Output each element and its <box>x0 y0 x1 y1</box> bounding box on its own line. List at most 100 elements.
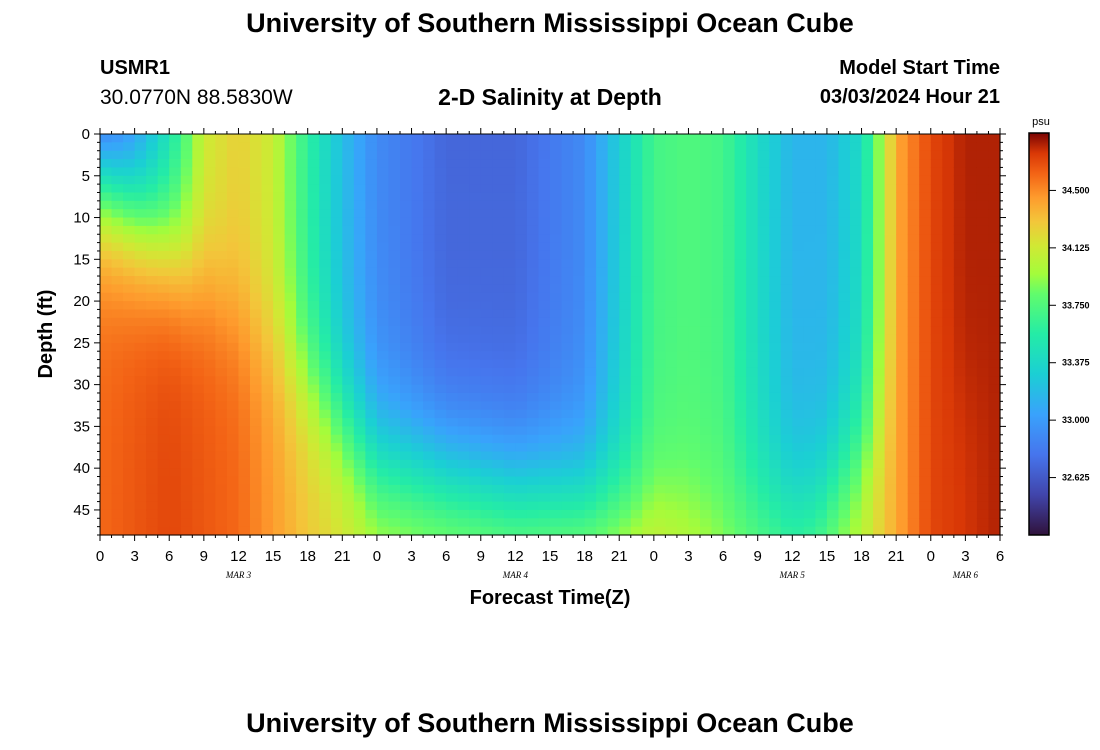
heatmap-cell <box>873 242 886 252</box>
heatmap-cell <box>203 426 216 436</box>
heatmap-cell <box>873 276 886 285</box>
heatmap-cell <box>976 334 990 344</box>
heatmap-cell <box>296 392 309 402</box>
heatmap-cell <box>676 376 690 386</box>
heatmap-cell <box>930 175 943 185</box>
heatmap-cell <box>261 150 274 160</box>
heatmap-cell <box>596 493 609 503</box>
heatmap-cell <box>353 225 366 235</box>
heatmap-cell <box>965 159 978 169</box>
heatmap-cell <box>700 292 713 302</box>
heatmap-cell <box>630 509 643 519</box>
heatmap-cell <box>434 351 447 361</box>
heatmap-cell <box>296 234 309 244</box>
heatmap-cell <box>273 501 286 511</box>
heatmap-cell <box>815 384 828 394</box>
heatmap-cell <box>596 351 609 361</box>
heatmap-cell <box>550 334 563 344</box>
heatmap-cell <box>907 301 920 311</box>
heatmap-cell <box>607 150 620 160</box>
heatmap-cell <box>850 468 863 478</box>
heatmap-cell <box>434 242 447 252</box>
heatmap-cell <box>826 351 840 361</box>
heatmap-cell <box>261 142 274 152</box>
x-tick-label: 9 <box>754 548 762 565</box>
heatmap-cell <box>919 426 932 436</box>
heatmap-cell <box>976 409 990 419</box>
heatmap-cell <box>146 401 159 411</box>
heatmap-cell <box>146 242 159 252</box>
heatmap-cell <box>526 326 540 336</box>
heatmap-cell <box>711 134 724 143</box>
heatmap-cell <box>411 526 424 536</box>
heatmap-cell <box>976 276 990 285</box>
heatmap-cell <box>965 376 978 386</box>
heatmap-cell <box>619 392 632 402</box>
heatmap-cell <box>492 468 505 478</box>
heatmap-cell <box>653 250 666 260</box>
heatmap-cell <box>515 367 528 377</box>
heatmap-cell <box>192 159 205 169</box>
heatmap-cell <box>250 476 263 486</box>
heatmap-cell <box>376 259 390 269</box>
heatmap-cell <box>388 392 401 402</box>
heatmap-cell <box>815 200 828 210</box>
heatmap-cell <box>250 434 263 444</box>
heatmap-cell <box>746 259 759 269</box>
heatmap-cell <box>965 418 978 427</box>
heatmap-cell <box>526 351 540 361</box>
heatmap-cell <box>123 359 136 369</box>
heatmap-cell <box>515 426 528 436</box>
heatmap-cell <box>261 175 274 185</box>
heatmap-cell <box>400 284 413 294</box>
heatmap-cell <box>757 359 770 369</box>
heatmap-cell <box>792 259 805 269</box>
heatmap-cell <box>376 134 390 143</box>
heatmap-cell <box>907 209 920 219</box>
heatmap-cell <box>688 443 701 453</box>
heatmap-cell <box>388 342 401 352</box>
heatmap-cell <box>953 376 966 386</box>
heatmap-cell <box>711 242 724 252</box>
heatmap-cell <box>700 167 713 177</box>
heatmap-cell <box>226 476 240 486</box>
heatmap-cell <box>515 443 528 453</box>
heatmap-cell <box>526 359 540 369</box>
heatmap-cell <box>319 184 332 194</box>
heatmap-cell <box>203 476 216 486</box>
heatmap-cell <box>446 468 459 478</box>
heatmap-cell <box>353 184 366 194</box>
heatmap-cell <box>376 301 390 311</box>
heatmap-cell <box>469 150 482 160</box>
heatmap-cell <box>815 301 828 311</box>
heatmap-cell <box>342 292 355 302</box>
heatmap-cell <box>919 200 932 210</box>
heatmap-cell <box>953 443 966 453</box>
heatmap-cell <box>769 184 782 194</box>
heatmap-cell <box>134 418 147 427</box>
heatmap-cell <box>723 317 736 327</box>
heatmap-cell <box>503 225 516 235</box>
heatmap-cell <box>330 134 343 143</box>
heatmap-cell <box>619 409 632 419</box>
heatmap-cell <box>734 175 747 185</box>
heatmap-cell <box>561 250 574 260</box>
heatmap-cell <box>873 250 886 260</box>
heatmap-cell <box>100 200 113 210</box>
heatmap-cell <box>561 342 574 352</box>
heatmap-cell <box>526 276 540 285</box>
heatmap-cell <box>134 476 147 486</box>
x-tick-label: 18 <box>576 548 593 565</box>
heatmap-cell <box>688 518 701 528</box>
heatmap-cell <box>561 384 574 394</box>
heatmap-cell <box>134 250 147 260</box>
heatmap-cell <box>838 142 851 152</box>
heatmap-cell <box>953 250 966 260</box>
heatmap-cell <box>896 334 909 344</box>
heatmap-cell <box>861 167 874 177</box>
heatmap-cell <box>423 384 436 394</box>
heatmap-cell <box>826 292 840 302</box>
heatmap-cell <box>642 409 655 419</box>
heatmap-cell <box>711 142 724 152</box>
heatmap-cell <box>538 217 551 227</box>
